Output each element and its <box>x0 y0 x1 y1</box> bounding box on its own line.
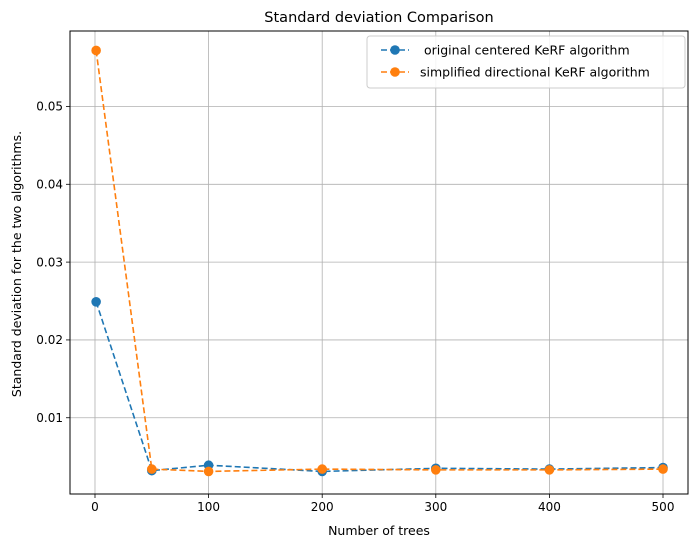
y-axis-label: Standard deviation for the two algorithm… <box>9 131 24 397</box>
legend-marker-simplified <box>390 67 400 77</box>
data-point <box>317 464 327 474</box>
data-point <box>431 465 441 475</box>
x-axis: 0 100 200 300 400 500 <box>91 494 674 514</box>
series-1 <box>91 45 668 477</box>
y-tick-label: 0.02 <box>36 333 63 347</box>
data-point <box>658 464 668 474</box>
legend-label-simplified: simplified directional KeRF algorithm <box>420 65 650 80</box>
series-line <box>95 301 664 473</box>
legend: original centered KeRF algorithm simplif… <box>366 35 686 89</box>
y-axis: 0.01 0.02 0.03 0.04 0.05 <box>36 100 70 425</box>
series-0 <box>91 296 668 477</box>
plot-series <box>91 45 668 477</box>
x-tick-label: 400 <box>538 500 561 514</box>
x-tick-label: 0 <box>91 500 99 514</box>
data-point <box>91 45 101 56</box>
chart-title: Standard deviation Comparison <box>264 10 493 26</box>
legend-box <box>366 35 686 89</box>
data-point <box>203 466 214 477</box>
x-tick-label: 300 <box>424 500 447 514</box>
legend-marker-original <box>390 45 400 55</box>
y-tick-label: 0.03 <box>36 255 63 269</box>
data-point <box>91 296 101 307</box>
x-tick-label: 100 <box>197 500 220 514</box>
x-tick-label: 200 <box>311 500 334 514</box>
data-point <box>146 464 157 474</box>
series-line <box>95 50 664 473</box>
x-tick-label: 500 <box>652 500 675 514</box>
y-tick-label: 0.05 <box>36 100 63 114</box>
y-tick-label: 0.04 <box>36 177 63 191</box>
data-point <box>544 465 555 475</box>
legend-label-original: original centered KeRF algorithm <box>420 43 630 58</box>
y-tick-label: 0.01 <box>36 411 63 425</box>
x-axis-label: Number of trees <box>328 523 430 538</box>
grid <box>70 31 688 494</box>
